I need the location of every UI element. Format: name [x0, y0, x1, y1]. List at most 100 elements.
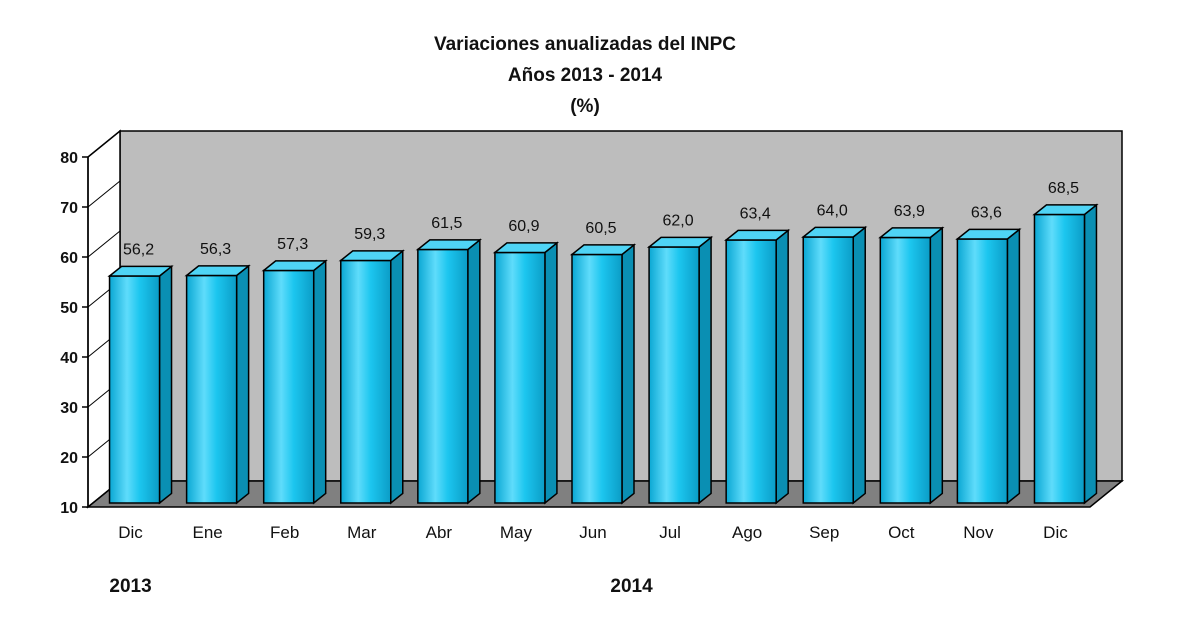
year-label: 2013	[109, 576, 151, 597]
bar-front	[262, 269, 315, 504]
x-tick-label: Jun	[579, 523, 606, 542]
bar-front	[340, 259, 392, 504]
bar-top	[878, 227, 945, 239]
bar-side	[390, 249, 404, 505]
bar-side	[235, 264, 250, 505]
year-label: 2014	[610, 576, 653, 597]
bar-front	[648, 246, 700, 504]
bar-top	[569, 244, 637, 256]
bar	[338, 249, 405, 505]
data-label: 60,9	[508, 218, 539, 235]
chart-title-line-1: Variaciones anualizadas del INPC	[434, 34, 736, 55]
data-label: 61,5	[431, 215, 462, 232]
y-tick-diagonal	[87, 230, 121, 258]
bar	[1032, 203, 1099, 505]
y-tick-label: 50	[60, 300, 78, 317]
bar-front	[956, 238, 1009, 504]
bar-side	[621, 243, 635, 505]
bar-top	[107, 265, 174, 277]
bar	[878, 226, 945, 505]
bar-side	[312, 259, 327, 505]
x-tick-label: Ene	[192, 523, 222, 542]
year-labels: 2013 2014	[109, 576, 653, 597]
bar	[955, 227, 1022, 505]
bar	[184, 264, 251, 505]
bar-top	[338, 250, 405, 262]
bar-top	[415, 239, 482, 251]
x-tick-label: Feb	[270, 523, 299, 542]
bar-top	[1032, 204, 1099, 216]
bar	[646, 235, 714, 505]
x-axis: Dic Ene Feb Mar Abr May Jun Jul Ago Sep Oct Nov Dic	[118, 523, 1068, 542]
x-tick-label: Nov	[963, 523, 994, 542]
x-tick-label: Jul	[659, 523, 681, 542]
bar-top	[724, 229, 791, 241]
bar	[724, 228, 791, 505]
data-label: 63,9	[894, 203, 925, 220]
bar-front	[417, 248, 469, 504]
bar	[107, 264, 174, 505]
x-tick-label: Oct	[888, 523, 915, 542]
data-label: 64,0	[817, 202, 848, 219]
bar-front	[802, 236, 854, 504]
data-label: 68,5	[1048, 180, 1079, 197]
bar-side	[775, 228, 789, 505]
x-tick-label: Sep	[809, 523, 839, 542]
bar	[492, 241, 560, 505]
data-label: 56,2	[123, 241, 154, 258]
data-label: 63,6	[971, 204, 1002, 221]
bar-front	[571, 253, 623, 504]
chart-title-line-2: Años 2013 - 2014	[508, 65, 663, 86]
bar	[569, 243, 637, 505]
y-tick-diagonal	[87, 180, 121, 208]
bar-front	[185, 274, 238, 504]
y-tick-label: 70	[60, 200, 78, 217]
x-tick-label: Ago	[732, 523, 762, 542]
y-tick-label: 30	[60, 400, 78, 417]
chart-title-line-3: (%)	[570, 96, 600, 117]
bar-side	[544, 241, 558, 505]
x-tick-label: Dic	[1043, 523, 1068, 542]
bar-front	[108, 275, 161, 504]
bar-side	[158, 264, 173, 505]
data-label: 63,4	[740, 205, 771, 222]
bar-top	[184, 265, 251, 277]
bar-side	[929, 226, 944, 505]
bar	[261, 259, 328, 505]
bar-front	[494, 251, 546, 504]
bars: 56,2 56,3 57,3 59,3 61,5 60,9 60,5 62,0 63,4 64,0…	[107, 180, 1099, 505]
bar-side	[1006, 227, 1021, 505]
bar-side	[1083, 203, 1098, 505]
bar-side	[698, 235, 712, 505]
bar-front	[725, 239, 777, 504]
data-label: 56,3	[200, 241, 231, 258]
x-tick-label: Abr	[426, 523, 453, 542]
bar-top	[955, 228, 1022, 240]
data-label: 62,0	[663, 212, 694, 229]
bar-top	[261, 260, 328, 272]
y-tick-diagonal	[87, 130, 121, 158]
y-axis: 10 20 30 40 50 60 70 80	[60, 130, 121, 517]
y-tick-label: 60	[60, 250, 78, 267]
chart-title: Variaciones anualizadas del INPC Años 20…	[434, 34, 736, 117]
x-tick-label: Dic	[118, 523, 143, 542]
y-tick-label: 20	[60, 450, 78, 467]
y-tick-label: 10	[60, 500, 78, 517]
bar-front	[879, 236, 932, 504]
x-tick-label: May	[500, 523, 533, 542]
y-tick-label: 80	[60, 150, 78, 167]
bar-side	[467, 238, 481, 505]
bar	[801, 225, 868, 505]
bar	[415, 238, 482, 505]
data-label: 57,3	[277, 236, 308, 253]
data-label: 59,3	[354, 226, 385, 243]
x-tick-label: Mar	[347, 523, 377, 542]
bar-side	[852, 225, 866, 505]
bar-top	[492, 242, 560, 254]
data-label: 60,5	[585, 220, 616, 237]
bar-front	[1033, 213, 1086, 504]
bar-top	[646, 236, 714, 248]
y-tick-label: 40	[60, 350, 78, 367]
bar-top	[801, 226, 868, 238]
